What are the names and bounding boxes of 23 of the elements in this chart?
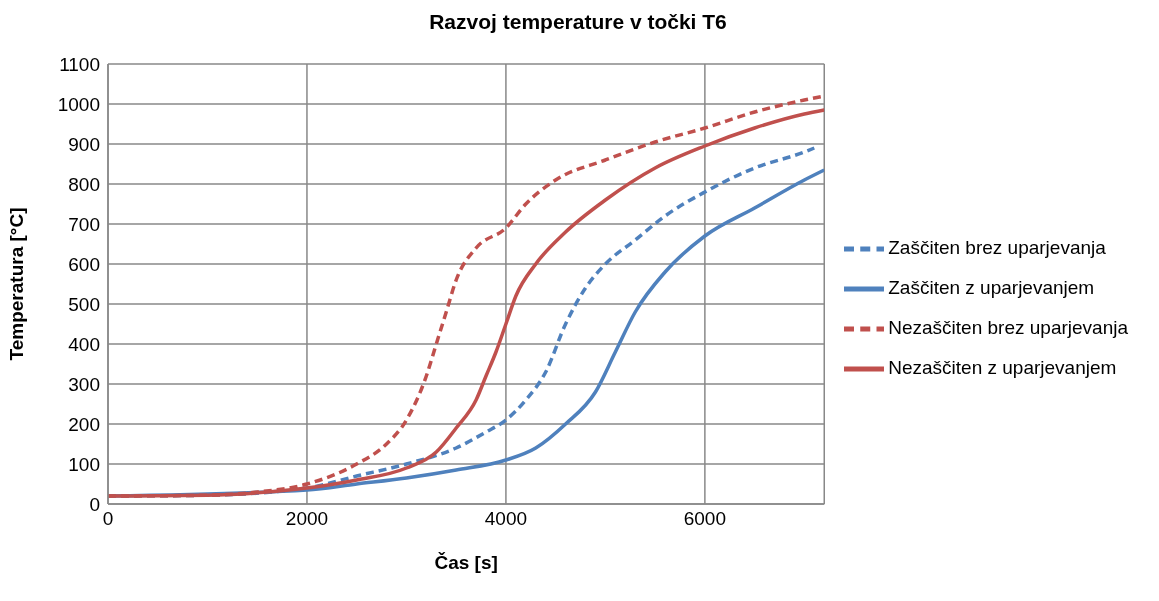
y-tick-label: 500 <box>68 293 100 315</box>
y-tick-label: 400 <box>68 333 100 355</box>
x-tick-label: 6000 <box>683 508 727 530</box>
y-tick-label: 1100 <box>59 53 100 75</box>
chart-title: Razvoj temperature v točki T6 <box>428 10 728 34</box>
y-tick-label: 700 <box>68 213 100 235</box>
x-axis-title: Čas [s] <box>434 552 498 573</box>
legend-label: Nezaščiten brez uparjevanja <box>888 317 1128 339</box>
x-tick-label: 0 <box>102 508 114 530</box>
x-tick-label: 2000 <box>285 508 329 530</box>
y-tick-label: 100 <box>68 453 100 475</box>
y-tick-label: 900 <box>68 133 100 155</box>
x-tick-label: 4000 <box>484 508 528 530</box>
y-tick-label: 1000 <box>57 93 100 115</box>
legend-label: Nezaščiten z uparjevanjem <box>888 357 1117 379</box>
y-tick-label: 800 <box>68 173 100 195</box>
y-axis-title: Temperatura [°C] <box>5 207 27 361</box>
y-tick-label: 300 <box>68 373 100 395</box>
y-tick-label: 0 <box>89 493 100 515</box>
legend-label: Zaščiten z uparjevanjem <box>888 277 1095 299</box>
legend-label: Zaščiten brez uparjevanja <box>888 237 1106 259</box>
y-tick-label: 600 <box>68 253 100 275</box>
y-tick-label: 200 <box>68 413 100 435</box>
